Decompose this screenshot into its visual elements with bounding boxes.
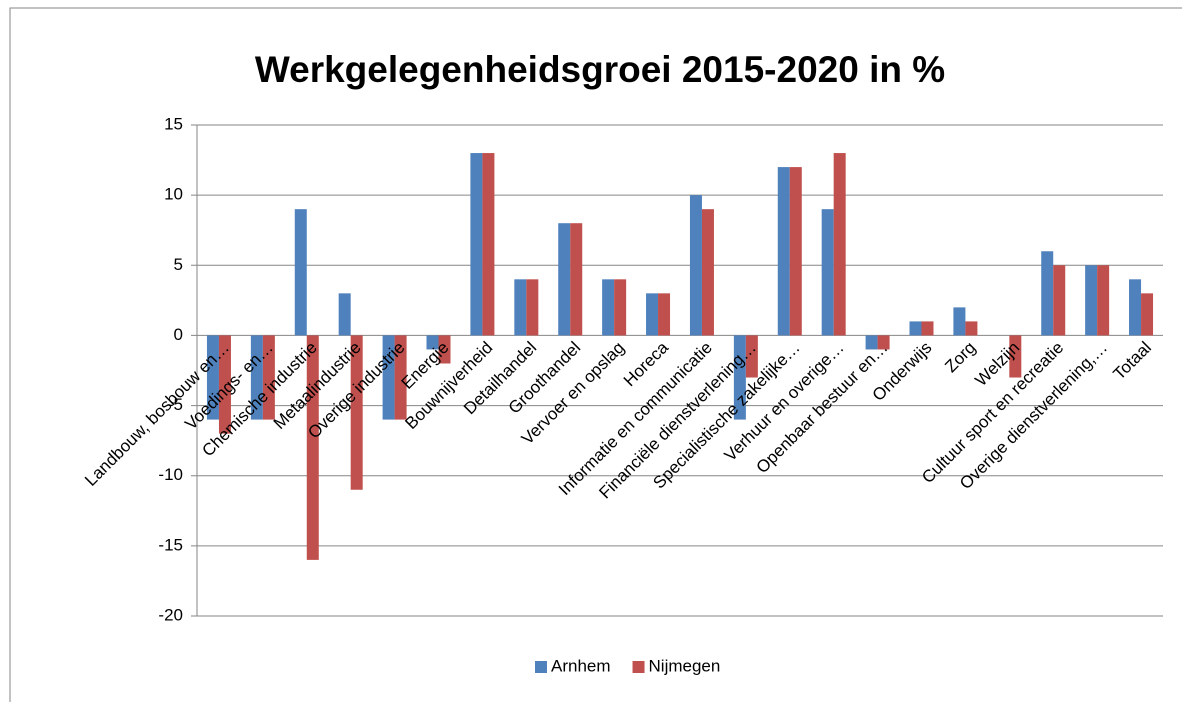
bar	[558, 223, 571, 336]
bar	[514, 279, 527, 336]
bar	[306, 335, 319, 560]
y-tick-label: 5	[174, 255, 183, 274]
bar	[821, 209, 834, 336]
bar	[1053, 265, 1066, 336]
bar	[526, 279, 539, 336]
bar	[570, 223, 583, 336]
bar	[394, 335, 407, 420]
y-tick-label: -10	[158, 465, 183, 484]
bar	[833, 153, 846, 336]
bar	[1009, 335, 1022, 378]
bar	[646, 293, 659, 336]
y-tick-label: -5	[168, 395, 183, 414]
bar	[1141, 293, 1154, 336]
y-tick-label: 0	[174, 325, 183, 344]
y-tick-label: 15	[164, 114, 183, 133]
bar	[1041, 251, 1054, 336]
x-tick-label: Zorg	[941, 338, 979, 376]
y-tick-label: -20	[158, 605, 183, 624]
bar	[482, 153, 495, 336]
chart-title: Werkgelegenheidsgroei 2015-2020 in %	[255, 49, 945, 90]
bar	[777, 167, 790, 336]
x-tick-label: Totaal	[1110, 338, 1156, 384]
bar	[909, 321, 922, 336]
bar	[338, 293, 351, 336]
bar	[953, 307, 966, 336]
bar	[470, 153, 483, 336]
bar	[689, 195, 702, 336]
bar	[1097, 265, 1110, 336]
bar	[789, 167, 802, 336]
bar	[614, 279, 627, 336]
y-tick-label: 10	[164, 185, 183, 204]
bar	[602, 279, 615, 336]
bar	[1129, 279, 1142, 336]
bar	[426, 335, 439, 350]
legend-label: Nijmegen	[649, 656, 721, 675]
bar	[382, 335, 395, 420]
bar	[745, 335, 758, 378]
legend-swatch	[535, 661, 547, 673]
bar	[438, 335, 451, 364]
bar	[733, 335, 746, 420]
bar	[294, 209, 307, 336]
y-tick-label: -15	[158, 535, 183, 554]
legend-label: Arnhem	[551, 656, 611, 675]
bar	[206, 335, 219, 420]
bar	[877, 335, 890, 350]
bar	[218, 335, 231, 434]
legend-swatch	[632, 661, 645, 673]
bar	[965, 321, 978, 336]
bar	[658, 293, 671, 336]
bar	[1085, 265, 1098, 336]
bar	[262, 335, 275, 420]
bar	[701, 209, 714, 336]
bar	[921, 321, 934, 336]
bar	[865, 335, 878, 350]
chart-border	[9, 7, 1182, 702]
bar	[350, 335, 363, 490]
bar	[250, 335, 263, 420]
